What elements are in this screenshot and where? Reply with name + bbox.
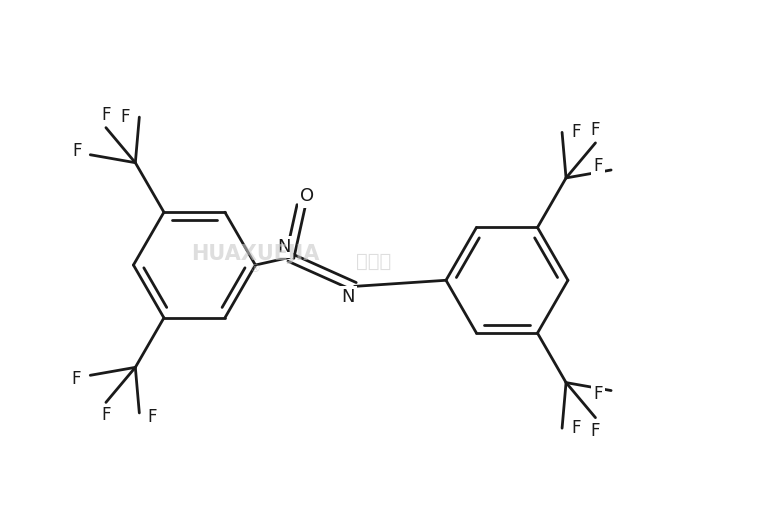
Text: F: F: [121, 108, 130, 126]
Text: F: F: [72, 142, 82, 160]
Text: F: F: [101, 106, 111, 124]
Text: N: N: [277, 238, 290, 256]
Text: F: F: [571, 419, 581, 437]
Text: F: F: [72, 370, 82, 388]
Text: 化学加: 化学加: [356, 252, 391, 271]
Text: F: F: [101, 406, 111, 424]
Text: F: F: [591, 121, 600, 139]
Text: F: F: [591, 422, 600, 440]
Text: N: N: [342, 288, 355, 306]
Text: F: F: [571, 123, 581, 141]
Text: HUAXUEJIA: HUAXUEJIA: [191, 243, 320, 264]
Text: ®: ®: [250, 264, 261, 274]
Text: F: F: [148, 408, 157, 426]
Text: F: F: [594, 157, 603, 175]
Text: F: F: [594, 385, 603, 403]
Text: O: O: [300, 188, 314, 206]
